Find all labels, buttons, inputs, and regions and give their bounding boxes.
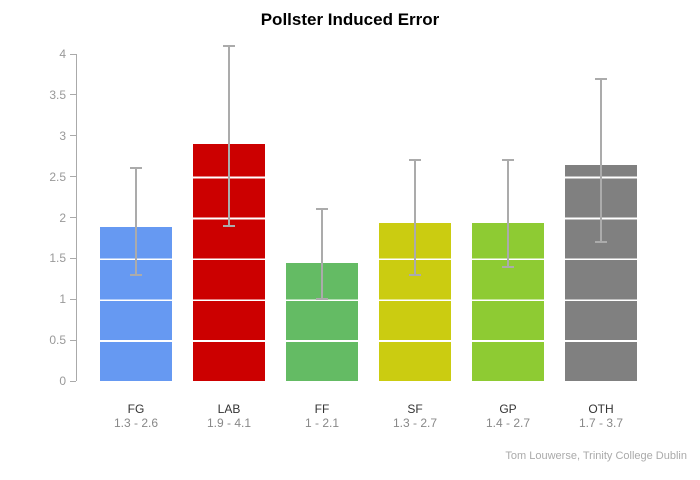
error-bar-cap-bottom [130,273,142,276]
y-tick [70,53,76,55]
x-label-range: 1.3 - 2.6 [113,416,159,430]
x-label-range: 1 - 2.1 [304,416,340,430]
error-bar-cap-bottom [316,298,328,301]
x-label-party: SF [407,402,423,416]
error-bar-line [507,160,509,267]
error-bar-line [321,209,323,300]
error-bar-line [228,45,230,226]
x-label-party: OTH [588,402,614,416]
y-tick [70,94,76,96]
x-label-party: LAB [217,402,241,416]
error-bar-cap-bottom [223,224,235,227]
y-tick-label: 4 [59,47,66,61]
y-tick [70,339,76,341]
error-bar-cap-bottom [502,265,514,268]
x-label-party: FG [127,402,145,416]
x-label-party: FF [314,402,330,416]
y-tick-label: 3.5 [49,87,66,102]
error-bar-cap-bottom [409,273,421,276]
error-bar-cap-top [130,167,142,170]
y-tick-label: 0.5 [49,333,66,348]
x-label-range: 1.3 - 2.7 [392,416,438,430]
x-label-range: 1.9 - 4.1 [206,416,252,430]
x-label-range: 1.4 - 2.7 [485,416,531,430]
y-tick [70,176,76,178]
error-bar-cap-top [223,44,235,47]
y-tick-label: 3 [59,128,66,143]
y-tick [70,135,76,137]
error-bar-line [135,168,137,275]
x-label-party: GP [499,402,517,416]
error-bar-cap-top [595,77,607,80]
error-bar-line [414,160,416,275]
y-tick [70,380,76,382]
x-label-range: 1.7 - 3.7 [578,416,624,430]
y-axis-line [76,54,77,381]
error-bar-cap-top [409,159,421,162]
y-tick-label: 2 [59,210,66,225]
y-tick-label: 0 [59,374,66,388]
chart-title: Pollster Induced Error [260,10,440,29]
y-tick-label: 1.5 [49,251,66,266]
y-tick [70,257,76,259]
credit-text: Tom Louwerse, Trinity College Dublin [505,450,687,462]
y-tick-label: 1 [59,292,66,307]
error-bar-line [600,78,602,243]
error-bar-cap-top [502,159,514,162]
error-bar-cap-top [316,208,328,211]
y-tick [70,217,76,218]
error-bar-cap-bottom [595,241,607,244]
y-tick [70,298,76,300]
y-tick-label: 2.5 [49,169,66,184]
